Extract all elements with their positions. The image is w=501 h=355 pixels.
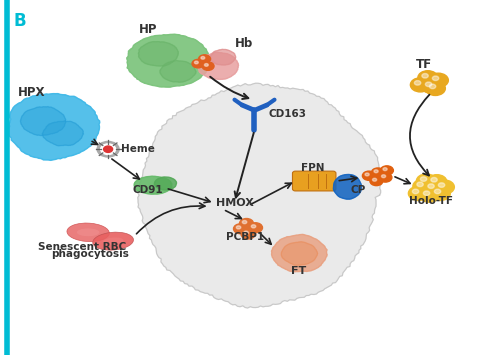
Circle shape [428, 184, 434, 189]
Circle shape [370, 176, 383, 186]
Circle shape [421, 79, 441, 93]
Text: HMOX: HMOX [215, 198, 254, 208]
Circle shape [412, 189, 419, 194]
Text: phagocytosis: phagocytosis [51, 249, 129, 259]
Polygon shape [138, 42, 178, 66]
Circle shape [96, 140, 121, 158]
Polygon shape [198, 52, 238, 80]
Circle shape [413, 179, 433, 193]
Circle shape [192, 59, 204, 68]
Circle shape [373, 178, 377, 181]
Text: Holo-TF: Holo-TF [409, 196, 453, 206]
Circle shape [362, 171, 375, 180]
Circle shape [420, 177, 427, 181]
Circle shape [381, 175, 386, 178]
Circle shape [417, 182, 423, 187]
Circle shape [201, 56, 205, 59]
FancyBboxPatch shape [293, 171, 336, 191]
Text: B: B [13, 12, 26, 30]
Circle shape [414, 81, 421, 85]
Circle shape [97, 141, 119, 157]
Text: HPX: HPX [18, 86, 46, 99]
Text: Heme: Heme [121, 143, 154, 153]
Circle shape [383, 168, 387, 171]
Circle shape [104, 146, 113, 152]
Text: PCBP1: PCBP1 [226, 233, 265, 242]
Polygon shape [127, 34, 209, 87]
Text: CP: CP [350, 185, 366, 195]
Circle shape [242, 220, 247, 224]
Polygon shape [21, 106, 66, 136]
Text: FPN: FPN [301, 163, 325, 173]
Circle shape [241, 229, 255, 239]
Ellipse shape [67, 223, 109, 241]
Circle shape [374, 170, 378, 173]
Text: TF: TF [416, 58, 432, 71]
Circle shape [198, 55, 210, 63]
Circle shape [427, 175, 447, 189]
Circle shape [202, 62, 214, 70]
Polygon shape [333, 174, 362, 199]
Circle shape [424, 181, 444, 195]
Polygon shape [281, 242, 318, 265]
Circle shape [236, 226, 241, 229]
Circle shape [438, 183, 445, 187]
Text: FT: FT [292, 266, 307, 276]
Circle shape [423, 191, 430, 196]
Circle shape [380, 166, 393, 175]
Circle shape [244, 231, 248, 234]
Circle shape [432, 76, 439, 81]
Circle shape [425, 81, 445, 95]
Circle shape [434, 180, 454, 194]
Ellipse shape [77, 228, 99, 236]
Circle shape [239, 219, 254, 228]
Polygon shape [134, 176, 172, 194]
Ellipse shape [103, 237, 124, 245]
Circle shape [419, 188, 439, 202]
Text: CD163: CD163 [269, 109, 307, 119]
Circle shape [418, 71, 438, 85]
Polygon shape [8, 94, 100, 160]
Circle shape [252, 225, 256, 228]
Circle shape [431, 178, 437, 182]
Circle shape [248, 223, 263, 233]
Circle shape [430, 186, 450, 201]
Polygon shape [210, 49, 235, 65]
Circle shape [204, 64, 208, 66]
Circle shape [425, 82, 432, 87]
Text: CD91: CD91 [133, 185, 163, 195]
Text: Hb: Hb [234, 37, 253, 50]
Circle shape [365, 173, 369, 176]
Circle shape [434, 189, 441, 194]
Circle shape [371, 168, 384, 177]
Circle shape [429, 84, 436, 89]
Polygon shape [138, 83, 382, 308]
Circle shape [194, 61, 198, 64]
Circle shape [422, 73, 428, 78]
Polygon shape [154, 177, 176, 190]
Text: Senescent RBC: Senescent RBC [38, 242, 126, 252]
Circle shape [408, 186, 428, 201]
Polygon shape [272, 234, 327, 272]
Circle shape [101, 144, 116, 154]
Circle shape [410, 78, 430, 92]
Ellipse shape [93, 232, 133, 250]
Circle shape [233, 224, 247, 234]
Polygon shape [160, 61, 196, 82]
Circle shape [428, 73, 448, 87]
Circle shape [416, 174, 436, 188]
Text: HP: HP [139, 22, 157, 36]
Circle shape [379, 173, 392, 182]
Polygon shape [42, 121, 84, 146]
